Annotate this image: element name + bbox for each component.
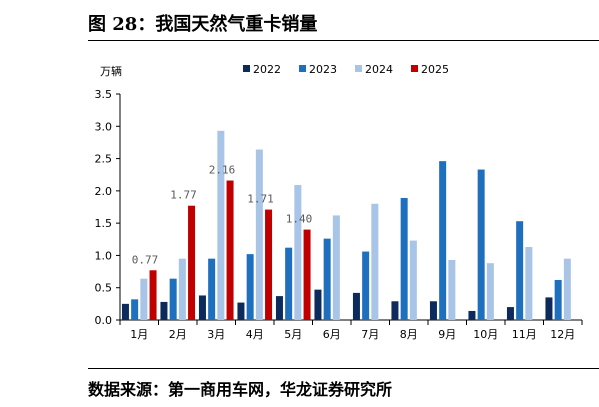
- x-tick-label: 7月: [361, 328, 379, 341]
- bar-2024-5: [294, 185, 302, 320]
- data-label: 1.77: [170, 189, 197, 202]
- bar-2024-4: [255, 149, 263, 320]
- bar-2022-1: [121, 303, 129, 320]
- bar-2023-12: [554, 279, 562, 320]
- bar-2022-12: [545, 297, 553, 320]
- x-tick-label: 9月: [438, 328, 456, 341]
- legend-label: 2024: [365, 63, 393, 76]
- data-source: 数据来源：第一商用车网，华龙证券研究所: [88, 380, 393, 399]
- bar-2024-8: [409, 240, 417, 320]
- bar-2022-9: [429, 301, 437, 320]
- bar-2025-1: [149, 270, 157, 320]
- title-rule: [88, 40, 599, 41]
- data-label: 1.71: [247, 193, 273, 206]
- x-tick-label: 3月: [207, 328, 225, 341]
- x-tick-label: 6月: [323, 328, 341, 341]
- bar-2023-8: [400, 197, 408, 320]
- bar-2024-6: [332, 215, 340, 320]
- x-tick-label: 2月: [169, 328, 187, 341]
- bar-2022-4: [237, 302, 245, 320]
- bar-2025-5: [303, 229, 311, 320]
- bar-2023-1: [131, 299, 139, 320]
- x-tick-label: 5月: [284, 328, 302, 341]
- legend-swatch: [243, 65, 250, 72]
- legend-swatch: [355, 65, 362, 72]
- x-tick-label: 8月: [400, 328, 418, 341]
- y-tick-label: 1.0: [95, 249, 113, 262]
- x-tick-label: 12月: [550, 328, 575, 341]
- y-tick-label: 3.0: [95, 120, 113, 133]
- bar-2023-3: [208, 258, 216, 320]
- bar-chart: 0.0 0.5 1.0 1.5 2.0 2.5 3.0 3.5 万辆 1月 2月 3月 4月 5月 6月 7月…: [95, 63, 583, 341]
- y-tick-label: 1.5: [95, 217, 113, 230]
- y-tick-label: 2.0: [95, 185, 113, 198]
- x-tick-label: 10月: [473, 328, 498, 341]
- bar-2025-3: [226, 180, 234, 320]
- data-label: 2.16: [209, 164, 236, 177]
- x-tick-label: 1月: [130, 328, 148, 341]
- x-tick-label: 11月: [512, 328, 537, 341]
- bar-2025-2: [188, 205, 196, 320]
- bar-2022-7: [352, 292, 360, 320]
- bar-2024-7: [371, 203, 379, 320]
- bar-2025-4: [265, 209, 273, 320]
- y-tick-label: 0.0: [95, 314, 113, 327]
- legend-swatch: [411, 65, 418, 72]
- bar-2022-11: [506, 307, 514, 320]
- y-tick-label: 3.5: [95, 88, 113, 101]
- bar-2023-11: [516, 221, 524, 320]
- bar-2024-11: [525, 247, 533, 320]
- bar-2022-2: [160, 301, 168, 320]
- legend-swatch: [299, 65, 306, 72]
- legend-label: 2023: [309, 63, 337, 76]
- y-axis-label: 万辆: [100, 64, 122, 78]
- data-label: 1.40: [286, 213, 313, 226]
- bar-2022-3: [198, 295, 206, 320]
- bar-2023-2: [169, 278, 177, 320]
- bar-2023-9: [439, 161, 447, 320]
- bar-2023-4: [246, 254, 254, 320]
- bar-2023-7: [362, 251, 370, 320]
- source-rule: [88, 368, 599, 369]
- legend-label: 2025: [421, 63, 449, 76]
- bar-2024-10: [486, 263, 494, 320]
- bar-2023-6: [323, 238, 331, 320]
- bar-2024-1: [140, 278, 148, 320]
- bar-2022-6: [314, 289, 322, 320]
- bar-2024-3: [217, 130, 225, 320]
- x-tick-label: 4月: [246, 328, 264, 341]
- bar-2024-2: [178, 258, 186, 320]
- legend-label: 2022: [253, 63, 281, 76]
- bar-2024-12: [563, 258, 571, 320]
- bar-2024-9: [448, 259, 456, 320]
- bar-2022-8: [391, 301, 399, 320]
- data-label: 0.77: [132, 253, 159, 266]
- bar-2022-10: [468, 310, 476, 320]
- y-tick-label: 0.5: [95, 282, 113, 295]
- bar-2023-10: [477, 169, 485, 320]
- bar-2022-5: [275, 296, 283, 320]
- bar-2023-5: [285, 247, 293, 320]
- y-tick-label: 2.5: [95, 153, 113, 166]
- figure-title: 图 28：我国天然气重卡销量: [88, 14, 318, 35]
